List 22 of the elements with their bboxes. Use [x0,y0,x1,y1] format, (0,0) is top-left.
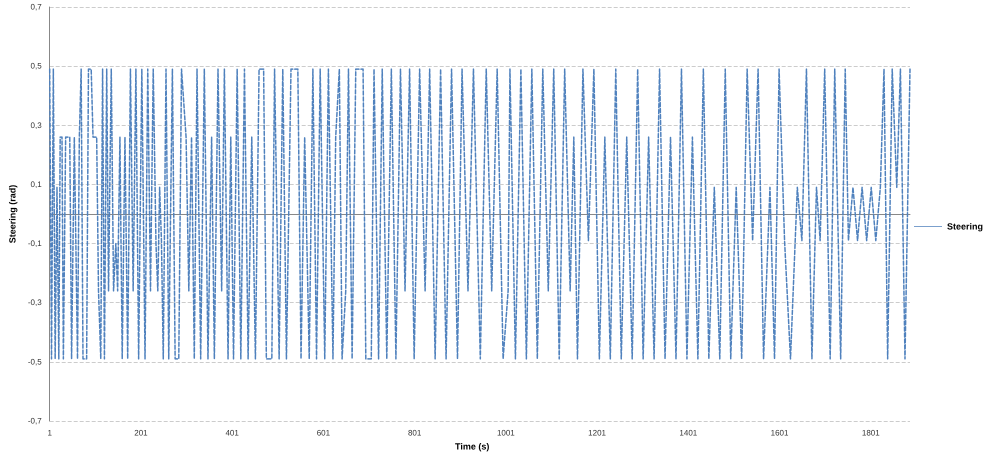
y-tick-label: -0,3 [28,298,42,308]
x-tick-label: 401 [225,428,240,438]
y-axis-title: Steering (rad) [8,184,18,244]
x-tick-label: 1601 [770,428,789,438]
x-tick-label: 1 [47,428,52,438]
line-series [48,68,911,360]
x-tick-label: 201 [134,428,148,438]
x-tick-label: 1001 [496,428,516,438]
y-tick-label: 0,3 [30,120,42,130]
x-tick-label: 1401 [679,428,698,438]
y-tick-label: -0,7 [28,416,42,426]
y-tick-label: 0,5 [30,62,42,71]
x-axis-title: Time (s) [455,442,490,452]
legend-label: Steering [946,222,984,232]
y-tick-label: 0,7 [30,2,42,12]
y-tick-label: -0,5 [28,357,42,366]
y-tick-label: -0,1 [28,239,42,248]
x-tick-label: 1801 [862,428,880,438]
x-tick-label: 601 [316,428,331,438]
x-tick-label: 801 [408,428,422,438]
x-tick-label: 1201 [588,428,607,438]
y-tick-label: 0,1 [30,180,42,189]
